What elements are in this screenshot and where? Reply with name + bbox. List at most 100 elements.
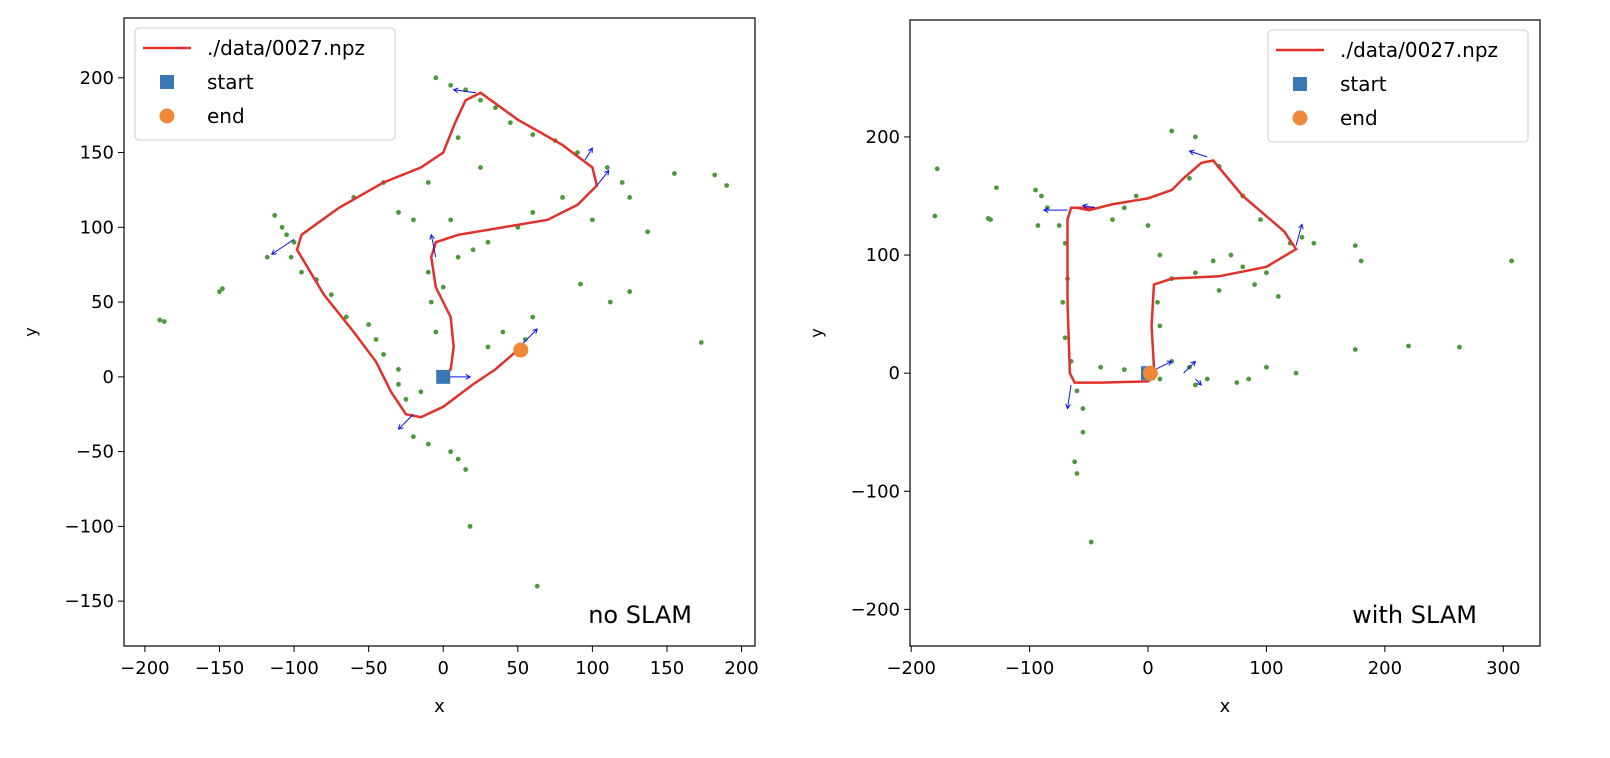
axes: −200 −150 −100 −50 0 50 100 150 200 −150 −100 −50 0 5… <box>21 17 759 717</box>
x-tick-label: 0 <box>438 658 449 679</box>
landmark <box>220 286 225 292</box>
landmark <box>724 183 730 188</box>
y-tick-label: 50 <box>91 292 114 313</box>
landmark <box>1060 299 1066 305</box>
landmark <box>645 229 650 235</box>
landmark <box>396 209 401 215</box>
landmark <box>1187 175 1192 181</box>
landmark <box>291 239 297 245</box>
landmark <box>343 314 349 320</box>
landmark <box>1169 128 1175 134</box>
x-tick-label: 300 <box>1486 658 1520 679</box>
landmark <box>396 366 401 372</box>
landmark <box>1133 193 1139 199</box>
y-tick-label: −50 <box>76 442 114 463</box>
end-marker <box>513 342 529 358</box>
landmark <box>507 120 513 126</box>
landmark <box>448 82 454 88</box>
landmark <box>1358 258 1364 264</box>
trajectory <box>1066 159 1298 384</box>
annotation: with SLAM <box>1352 601 1477 629</box>
landmark <box>1074 471 1080 476</box>
landmark <box>425 180 431 185</box>
orientation-arrow <box>1295 223 1304 246</box>
landmark <box>381 352 386 357</box>
landmark <box>604 165 610 170</box>
legend-swatch <box>160 75 174 89</box>
plot <box>932 128 1514 545</box>
x-tick-label: −100 <box>269 658 318 679</box>
landmark <box>1406 343 1411 349</box>
landmark <box>522 337 528 342</box>
annotation: no SLAM <box>588 601 692 629</box>
landmark <box>284 232 289 238</box>
y-axis-label: y <box>807 328 826 337</box>
orientation-arrow <box>1081 203 1095 210</box>
trajectory <box>295 91 599 419</box>
y-tick-label: 0 <box>103 367 114 388</box>
y-tick-label: 200 <box>866 127 900 148</box>
landmark <box>455 456 461 462</box>
landmark <box>1311 240 1317 246</box>
landmark <box>1080 429 1086 435</box>
landmark <box>530 132 536 138</box>
landmark <box>410 434 416 440</box>
landmark <box>1509 258 1514 264</box>
landmark <box>1204 376 1210 382</box>
landmark <box>575 150 580 155</box>
landmark <box>478 165 483 170</box>
axes-frame <box>123 17 756 647</box>
landmark <box>698 340 704 345</box>
landmark <box>712 172 718 178</box>
y-axis-label: y <box>21 327 40 336</box>
legend: ./data/0027.npz start end <box>1267 29 1529 143</box>
landmark <box>463 467 469 472</box>
landmark <box>470 247 476 253</box>
landmark <box>455 135 461 141</box>
landmark <box>279 224 285 230</box>
orientation-arrow <box>270 238 295 255</box>
landmark <box>1145 223 1151 228</box>
orientation-arrow <box>397 413 414 430</box>
y-tick-label: −200 <box>851 599 900 620</box>
legend-box <box>134 27 396 141</box>
landmark <box>157 317 163 323</box>
orientation-arrow <box>521 328 538 345</box>
landmark <box>1352 347 1358 352</box>
landmark <box>1035 223 1041 228</box>
landmark <box>1258 217 1263 223</box>
y-tick-label: −100 <box>851 481 900 502</box>
landmark <box>932 213 938 219</box>
x-tick-label: 100 <box>1249 658 1283 679</box>
landmark <box>619 180 625 185</box>
landmark <box>485 344 491 350</box>
legend-label: ./data/0027.npz <box>1340 38 1498 62</box>
landmark <box>373 337 379 342</box>
orientation-arrow <box>1065 384 1072 410</box>
landmark <box>1293 370 1299 376</box>
start-marker <box>436 369 451 384</box>
x-tick-label: −150 <box>195 658 244 679</box>
landmark <box>1246 376 1252 382</box>
y-tick-label: 100 <box>866 245 900 266</box>
legend-label: end <box>207 104 245 128</box>
landmark <box>1210 258 1216 264</box>
landmark <box>448 217 454 223</box>
landmark <box>1457 344 1462 350</box>
landmark <box>264 254 270 260</box>
landmark <box>485 239 491 245</box>
axes-frame <box>909 19 1541 647</box>
legend-label: end <box>1340 106 1378 130</box>
landmark <box>428 299 434 305</box>
legend-label: start <box>1340 72 1387 96</box>
x-tick-label: 150 <box>650 658 684 679</box>
landmark <box>1072 459 1078 465</box>
landmark <box>433 75 439 81</box>
landmark <box>433 329 439 335</box>
orientation-arrow <box>429 233 437 258</box>
landmark <box>448 449 454 455</box>
landmark <box>1264 270 1269 276</box>
legend-swatch <box>1292 110 1308 126</box>
landmark <box>988 217 993 223</box>
y-tick-label: 0 <box>889 363 900 384</box>
